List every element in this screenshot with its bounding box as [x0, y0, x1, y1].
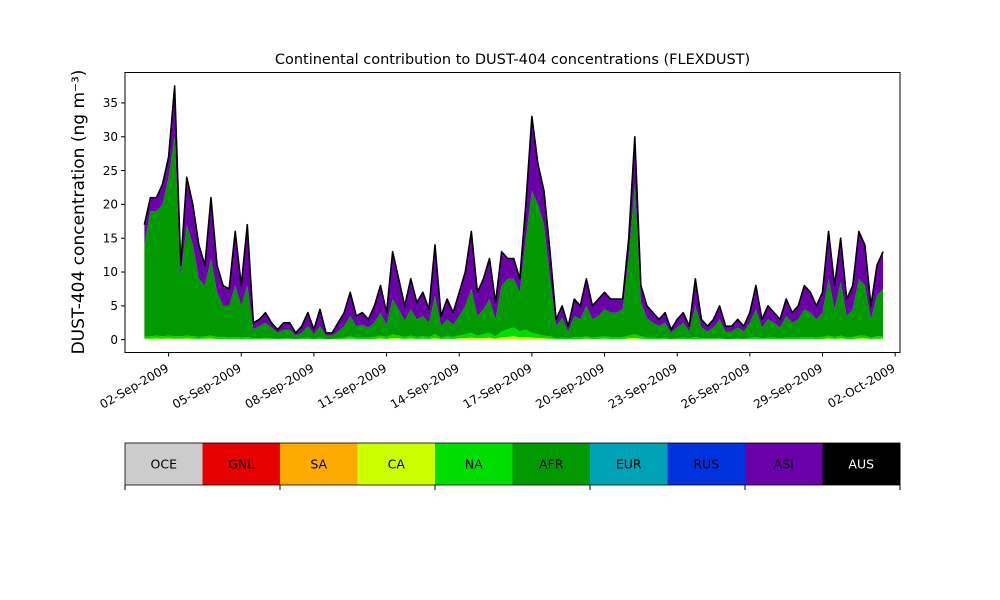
legend-swatch-afr: [512, 443, 591, 485]
y-tick-label: 25: [103, 164, 118, 178]
legend-label-asi: ASI: [774, 457, 794, 472]
legend-label-aus: AUS: [848, 457, 874, 472]
y-tick-label: 5: [110, 299, 118, 313]
legend-label-na: NA: [465, 457, 483, 472]
y-tick-label: 20: [103, 198, 118, 212]
y-tick-label: 10: [103, 265, 118, 279]
legend-swatch-na: [435, 443, 513, 485]
legend-frame: [124, 442, 901, 486]
total-line: [143, 85, 884, 334]
y-tick-label: 35: [103, 96, 118, 110]
area-na: [144, 327, 884, 340]
legend-label-eur: EUR: [616, 457, 642, 472]
legend-swatch-aus: [822, 443, 901, 485]
legend-label-sa: SA: [310, 457, 327, 472]
legend-swatch-sa: [280, 443, 358, 485]
plot-frame: [124, 72, 901, 353]
y-tick-label: 0: [110, 333, 118, 347]
area-afr: [144, 136, 884, 339]
y-axis-label: DUST-404 concentration (ng m⁻³): [69, 70, 89, 355]
legend-swatch-eur: [590, 443, 668, 485]
y-tick-label: 15: [103, 231, 118, 245]
legend-label-afr: AFR: [539, 457, 564, 472]
y-axis: 0 5 10 15 20 25 30 35: [103, 96, 125, 347]
legend-label-oce: OCE: [151, 457, 178, 472]
continent-legend-bar: OCE GNL SA CA NA AFR EUR RUS ASI AUS: [124, 442, 901, 490]
chart-title: Continental contribution to DUST-404 con…: [275, 52, 750, 68]
legend-swatch-rus: [667, 443, 746, 485]
area-ca: [144, 336, 884, 340]
y-tick-label: 30: [103, 130, 118, 144]
area-asi: [144, 86, 884, 336]
legend-label-gnl: GNL: [228, 457, 254, 472]
stacked-area-plot: [143, 85, 884, 340]
legend-label-rus: RUS: [693, 457, 719, 472]
legend-swatch-ca: [357, 443, 436, 485]
legend-swatch-oce: [125, 443, 203, 485]
legend-swatch-gnl: [202, 443, 281, 485]
legend-label-ca: CA: [388, 457, 406, 472]
legend-swatch-asi: [745, 443, 823, 485]
